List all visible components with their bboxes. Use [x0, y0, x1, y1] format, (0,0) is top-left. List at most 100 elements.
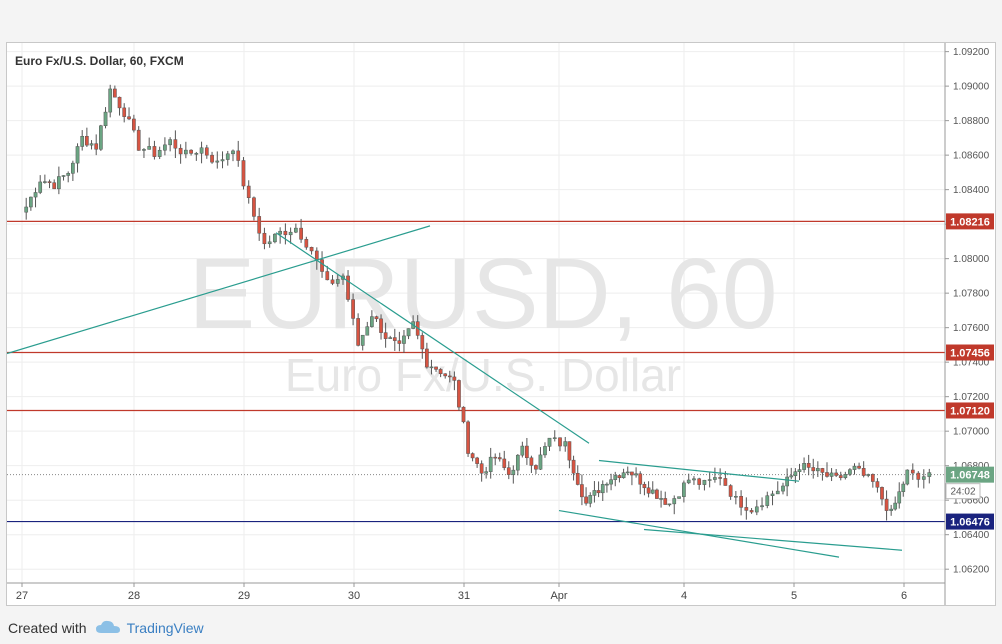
candle-body	[866, 474, 871, 476]
candle-body	[806, 463, 811, 468]
candle-body	[402, 335, 406, 344]
y-tick-label: 1.07800	[953, 289, 990, 300]
candle-body	[897, 491, 902, 504]
candle-body	[314, 250, 319, 260]
candle-body	[136, 129, 141, 151]
candle-body	[493, 456, 498, 459]
candle-body	[707, 479, 712, 481]
candle-body	[443, 373, 448, 377]
candle-body	[754, 506, 759, 513]
candle-body	[466, 421, 470, 454]
grid-layer	[7, 43, 945, 583]
candle-body	[552, 437, 557, 439]
candle-body	[71, 162, 75, 174]
candle-body	[613, 475, 618, 480]
candle-body	[294, 227, 298, 233]
candle-body	[47, 181, 52, 183]
candle-body	[663, 498, 668, 505]
candle-body	[921, 476, 926, 480]
candle-body	[457, 380, 461, 408]
candle-body	[204, 147, 209, 156]
candle-body	[178, 147, 183, 155]
candle-body	[484, 471, 489, 474]
candle-body	[66, 173, 71, 176]
candle-body	[659, 498, 663, 500]
candle-body	[374, 316, 379, 320]
candle-body	[506, 467, 511, 475]
candle-body	[392, 337, 397, 341]
candle-body	[447, 375, 452, 378]
candle-body	[438, 369, 443, 374]
y-tick-label: 1.07400	[953, 358, 990, 369]
candle-body	[857, 465, 861, 469]
candle-body	[80, 136, 85, 147]
candle-body	[927, 472, 932, 477]
candle-body	[744, 507, 749, 511]
price-level-label: 1.08216	[950, 216, 990, 228]
candle-body	[163, 144, 167, 151]
candle-body	[262, 232, 267, 245]
x-tick-label: 6	[901, 590, 907, 602]
x-tick-label: 4	[681, 590, 687, 602]
candle-body	[630, 471, 634, 476]
candle-body	[797, 469, 802, 472]
candle-body	[488, 456, 493, 472]
candle-body	[655, 489, 659, 499]
y-tick-label: 1.08600	[953, 151, 990, 162]
candle-body	[103, 111, 108, 127]
y-tick-label: 1.07200	[953, 392, 990, 403]
candle-body	[686, 479, 691, 484]
trendline	[643, 528, 903, 551]
candle-body	[848, 469, 852, 475]
candle-body	[325, 271, 330, 281]
candle-body	[330, 279, 335, 284]
levels-layer	[7, 220, 945, 523]
candle-body	[889, 508, 894, 511]
candle-body	[215, 160, 220, 163]
candle-body	[713, 477, 717, 480]
price-axis-layer: 1.09200 1.09000 1.08800 1.08600 1.08400 1.082…	[7, 43, 994, 605]
candle-body	[425, 348, 429, 368]
candle-body	[383, 332, 388, 339]
candle-body	[575, 472, 580, 485]
candle-body	[184, 149, 188, 155]
y-tick-label: 1.07600	[953, 323, 990, 334]
candle-body	[789, 475, 794, 478]
candle-body	[646, 487, 651, 494]
candle-body	[861, 468, 866, 476]
candle-body	[525, 445, 529, 459]
candle-body	[309, 246, 314, 252]
candle-body	[388, 337, 393, 339]
candle-body	[479, 463, 484, 474]
price-level-label: 1.06476	[950, 517, 990, 529]
candle-body	[406, 328, 411, 337]
candle-body	[33, 192, 38, 198]
candle-body	[220, 159, 225, 162]
candle-body	[538, 454, 543, 470]
candle-body	[775, 490, 780, 495]
candle-body	[829, 472, 834, 477]
candle-body	[811, 467, 816, 472]
candle-body	[880, 487, 884, 500]
candle-body	[24, 206, 29, 213]
y-tick-label: 1.09000	[953, 82, 990, 93]
chart-frame[interactable]: EURUSD, 60 Euro Fx/U.S. Dollar 1.09200 1.…	[6, 42, 996, 606]
candle-body	[94, 143, 99, 150]
candle-body	[609, 479, 613, 485]
price-level-badge	[946, 513, 994, 530]
y-tick-label: 1.08000	[953, 254, 990, 265]
candle-body	[502, 458, 507, 468]
candle-body	[852, 465, 857, 470]
candle-body	[567, 441, 572, 461]
cloud-icon	[95, 619, 121, 638]
tradingview-link[interactable]: TradingView	[126, 620, 204, 636]
time-axis-layer: 27 28 29 30 31 Apr 4 5 6	[16, 583, 907, 602]
candle-body	[127, 116, 131, 120]
candle-body	[273, 233, 277, 243]
current-price-badge	[946, 466, 994, 483]
candle-body	[267, 241, 272, 245]
candle-body	[765, 495, 770, 506]
candlestick-chart[interactable]: EURUSD, 60 Euro Fx/U.S. Dollar 1.092001.…	[7, 43, 995, 605]
candle-body	[57, 176, 61, 190]
candle-body	[189, 149, 193, 154]
